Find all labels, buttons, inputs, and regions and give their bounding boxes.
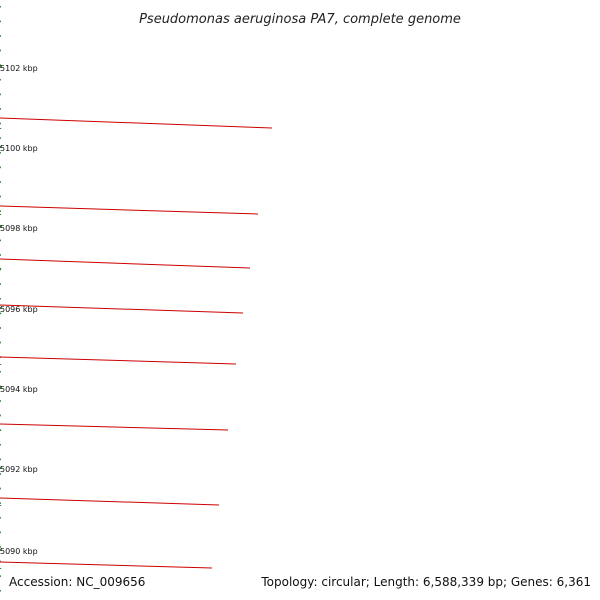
scale-label-5094: 5094 kbp bbox=[0, 385, 38, 394]
leader-line bbox=[0, 304, 244, 314]
scale-label-5092: 5092 kbp bbox=[0, 465, 38, 474]
label-leaders bbox=[0, 117, 273, 569]
scale-labels: 5102 kbp 5100 kbp 5098 kbp 5096 kbp 5094 kbp… bbox=[0, 64, 38, 556]
scale-label-5096: 5096 kbp bbox=[0, 305, 38, 314]
scale-label-5100: 5100 kbp bbox=[0, 144, 38, 153]
leader-line bbox=[0, 356, 237, 365]
leader-line bbox=[0, 205, 259, 215]
accession-text: Accession: NC_009656 bbox=[9, 575, 145, 589]
genome-summary-text: Topology: circular; Length: 6,588,339 bp… bbox=[260, 575, 591, 589]
scale-label-5098: 5098 kbp bbox=[0, 224, 38, 233]
leader-line bbox=[0, 117, 273, 129]
leader-line bbox=[0, 497, 220, 506]
scale-label-5102: 5102 kbp bbox=[0, 64, 38, 73]
leader-line bbox=[0, 258, 251, 269]
scale-label-5090: 5090 kbp bbox=[0, 547, 38, 556]
leader-line bbox=[0, 561, 213, 569]
leader-line bbox=[0, 423, 229, 431]
map-title: Pseudomonas aeruginosa PA7, complete gen… bbox=[139, 12, 461, 27]
